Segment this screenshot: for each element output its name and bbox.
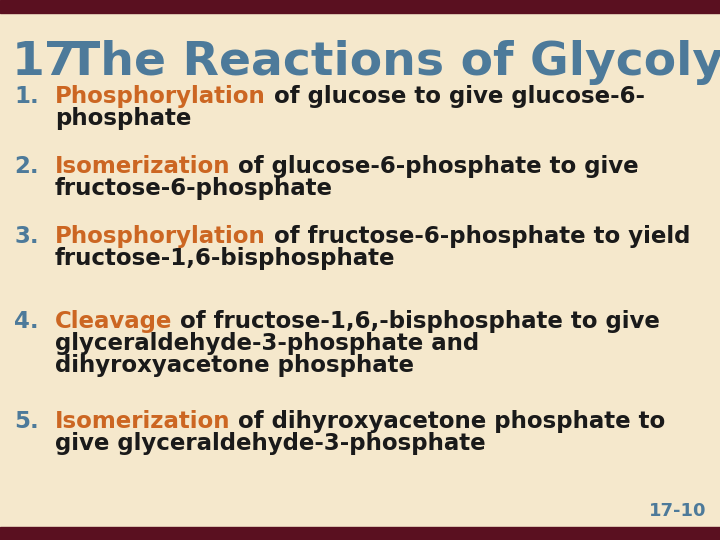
- Bar: [0, 0, 720, 13]
- Text: of dihyroxyacetone phosphate to: of dihyroxyacetone phosphate to: [230, 410, 666, 433]
- Text: 2.: 2.: [14, 155, 39, 178]
- Text: phosphate: phosphate: [55, 107, 192, 130]
- Text: glyceraldehyde-3-phosphate and: glyceraldehyde-3-phosphate and: [55, 332, 479, 355]
- Text: 3.: 3.: [14, 225, 39, 248]
- Text: of glucose-6-phosphate to give: of glucose-6-phosphate to give: [230, 155, 639, 178]
- Text: 5.: 5.: [14, 410, 39, 433]
- Text: fructose-6-phosphate: fructose-6-phosphate: [55, 177, 333, 200]
- Text: Cleavage: Cleavage: [55, 310, 172, 333]
- Bar: [0, 527, 720, 540]
- Text: of fructose-6-phosphate to yield: of fructose-6-phosphate to yield: [266, 225, 690, 248]
- Text: give glyceraldehyde-3-phosphate: give glyceraldehyde-3-phosphate: [55, 432, 485, 455]
- Text: Isomerization: Isomerization: [55, 155, 230, 178]
- Text: fructose-1,6-bisphosphate: fructose-1,6-bisphosphate: [55, 247, 395, 270]
- Text: dihyroxyacetone phosphate: dihyroxyacetone phosphate: [55, 354, 414, 377]
- Text: 17-10: 17-10: [649, 502, 706, 520]
- Text: 4.: 4.: [14, 310, 39, 333]
- Text: Isomerization: Isomerization: [55, 410, 230, 433]
- Text: of glucose to give glucose-6-: of glucose to give glucose-6-: [266, 85, 644, 108]
- Text: Phosphorylation: Phosphorylation: [55, 225, 266, 248]
- Text: of fructose-1,6,-bisphosphate to give: of fructose-1,6,-bisphosphate to give: [172, 310, 660, 333]
- Text: 17: 17: [12, 40, 78, 85]
- Text: Phosphorylation: Phosphorylation: [55, 85, 266, 108]
- Text: 1.: 1.: [14, 85, 39, 108]
- Text: The Reactions of Glycolysis: The Reactions of Glycolysis: [68, 40, 720, 85]
